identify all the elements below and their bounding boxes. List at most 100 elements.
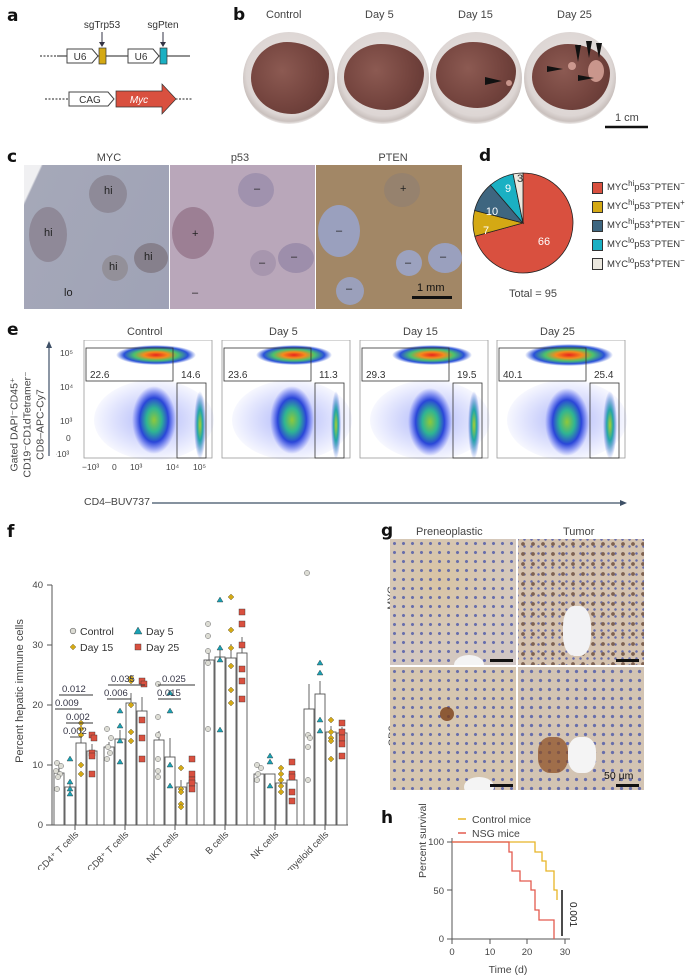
svg-text:Control: Control — [80, 626, 114, 638]
tumor-nodule — [588, 60, 604, 82]
p-value: 0.006 — [104, 688, 128, 699]
svg-text:10⁴: 10⁴ — [166, 462, 179, 470]
legend-item: MYChip53−PTEN+ — [592, 195, 685, 214]
myc-gene: Myc — [130, 95, 148, 106]
gate-value: 23.6 — [228, 370, 248, 381]
scale-bar-50um: 50 µm — [604, 770, 634, 782]
cag-promoter: CAG — [79, 95, 101, 106]
pie-value-3: 3 — [517, 173, 523, 185]
panel-label-c: c — [7, 147, 18, 167]
svg-text:10⁴: 10⁴ — [60, 382, 73, 392]
svg-text:30: 30 — [32, 640, 43, 651]
arrowhead-icon — [547, 66, 563, 72]
ihc-myc-preneoplastic — [390, 539, 516, 665]
category-label: NK cells — [249, 829, 282, 862]
arrowheads-overlay — [485, 41, 648, 129]
survival-pvalue: 0.001 — [567, 902, 578, 927]
gate-value: 19.5 — [457, 370, 477, 381]
p-value: 0.025 — [162, 674, 186, 685]
svg-text:Day 25: Day 25 — [146, 642, 179, 654]
construct-diagram: U6 U6 sgTrp53 sgPten CAG Myc — [40, 20, 192, 115]
region-mark: – — [259, 257, 266, 269]
gate-value: 14.6 — [181, 370, 201, 381]
ihc-col-preneoplastic: Preneoplastic — [416, 526, 483, 538]
svg-text:10⁵: 10⁵ — [193, 462, 206, 470]
svg-text:−10³: −10³ — [82, 462, 99, 470]
region-mark: hi — [44, 227, 53, 239]
svg-text:50: 50 — [433, 886, 444, 897]
region-mark: hi — [109, 261, 118, 273]
svg-text:20: 20 — [522, 947, 533, 958]
scale-bar — [412, 296, 452, 299]
sgpten-label: sgPten — [147, 20, 178, 31]
svg-text:0: 0 — [112, 462, 117, 470]
panel-label-a: a — [7, 6, 19, 26]
liver-tissue — [436, 42, 516, 108]
region-mark: hi — [144, 251, 153, 263]
pie-total: Total = 95 — [509, 288, 558, 300]
ihc-myc-tumor — [518, 539, 644, 665]
region-mark: – — [405, 257, 412, 269]
gate-value: 22.6 — [90, 370, 110, 381]
category-label: CD4⁺ T cells — [35, 829, 81, 870]
svg-text:10³: 10³ — [60, 416, 72, 426]
arrowhead-icon — [578, 75, 594, 81]
svg-text:Day 5: Day 5 — [146, 626, 174, 638]
column-label-day15: Day 15 — [458, 9, 493, 21]
liver-tissue — [251, 42, 329, 114]
flow-xlabel: CD4–BUV737 — [84, 496, 150, 508]
pie-value-66: 66 — [538, 236, 550, 248]
panel-label-d: d — [479, 146, 492, 166]
tumor-nodule — [506, 80, 512, 86]
flow-col-day25: Day 25 — [540, 326, 575, 338]
legend-nsg-mice: NSG mice — [472, 828, 520, 840]
panel-label-e: e — [7, 320, 19, 340]
arrowhead-icon — [586, 41, 592, 58]
pie-chart: 66 7 10 9 3 — [472, 172, 574, 274]
arrowhead-icon — [596, 43, 602, 58]
legend-item: MYChip53+PTEN− — [592, 214, 685, 233]
ihc-col-tumor: Tumor — [563, 526, 595, 538]
column-label-day5: Day 5 — [365, 9, 394, 21]
flow-col-day5: Day 5 — [269, 326, 298, 338]
svg-text:10: 10 — [485, 947, 496, 958]
panel-label-b: b — [233, 5, 246, 25]
ihc-image-pten: + – – – – 1 mm — [316, 165, 462, 309]
sgtrp53-label: sgTrp53 — [84, 20, 121, 31]
column-label-myc: MYC — [96, 152, 122, 164]
bar-chart: 0 10 20 30 40 Control Day 5 Day 15 Day 2… — [32, 570, 348, 870]
scale-bar-1cm: 1 cm — [615, 112, 639, 124]
legend-control-mice: Control mice — [472, 814, 531, 826]
p-value: 0.035 — [111, 674, 135, 685]
u6-promoter-2: U6 — [135, 52, 148, 63]
y-axis-arrow-icon — [46, 341, 52, 456]
category-label: CD8⁺ T cells — [85, 829, 131, 870]
column-label-control: Control — [266, 9, 302, 21]
flow-plots: 10⁵ 10⁴ 10³ 0 −10³ 22.6 14.6 23.6 11.3 2… — [56, 340, 627, 470]
svg-text:0: 0 — [449, 947, 454, 958]
panel-label-h: h — [381, 808, 394, 828]
panel-label-f: f — [7, 522, 15, 542]
legend-item: MYClop53−PTEN− — [592, 233, 685, 252]
region-mark: – — [440, 251, 447, 263]
ihc-image-p53: – + – – – — [170, 165, 315, 309]
svg-text:Day 15: Day 15 — [80, 642, 113, 654]
p-value: 0.012 — [62, 684, 86, 695]
legend-item: MYClop53+PTEN− — [592, 253, 685, 272]
ihc-cd3-preneoplastic — [390, 667, 516, 790]
pie-value-9: 9 — [505, 183, 511, 195]
panel-label-g: g — [381, 521, 394, 541]
svg-text:40: 40 — [32, 580, 43, 591]
p-value: 0.002 — [63, 726, 87, 737]
column-label-pten: PTEN — [378, 152, 408, 164]
svg-text:0: 0 — [439, 934, 444, 945]
gate-value: 25.4 — [594, 370, 614, 381]
flow-col-control: Control — [127, 326, 163, 338]
arrowhead-icon — [485, 77, 502, 85]
legend-item: MYChip53−PTEN− — [592, 176, 685, 195]
survival-xlabel: Time (d) — [489, 964, 528, 976]
ihc-image-myc: hi hi hi hi lo — [24, 165, 169, 309]
u6-promoter-1: U6 — [74, 52, 87, 63]
svg-text:20: 20 — [32, 700, 43, 711]
ihc-cd3-tumor: 50 µm — [518, 667, 644, 790]
